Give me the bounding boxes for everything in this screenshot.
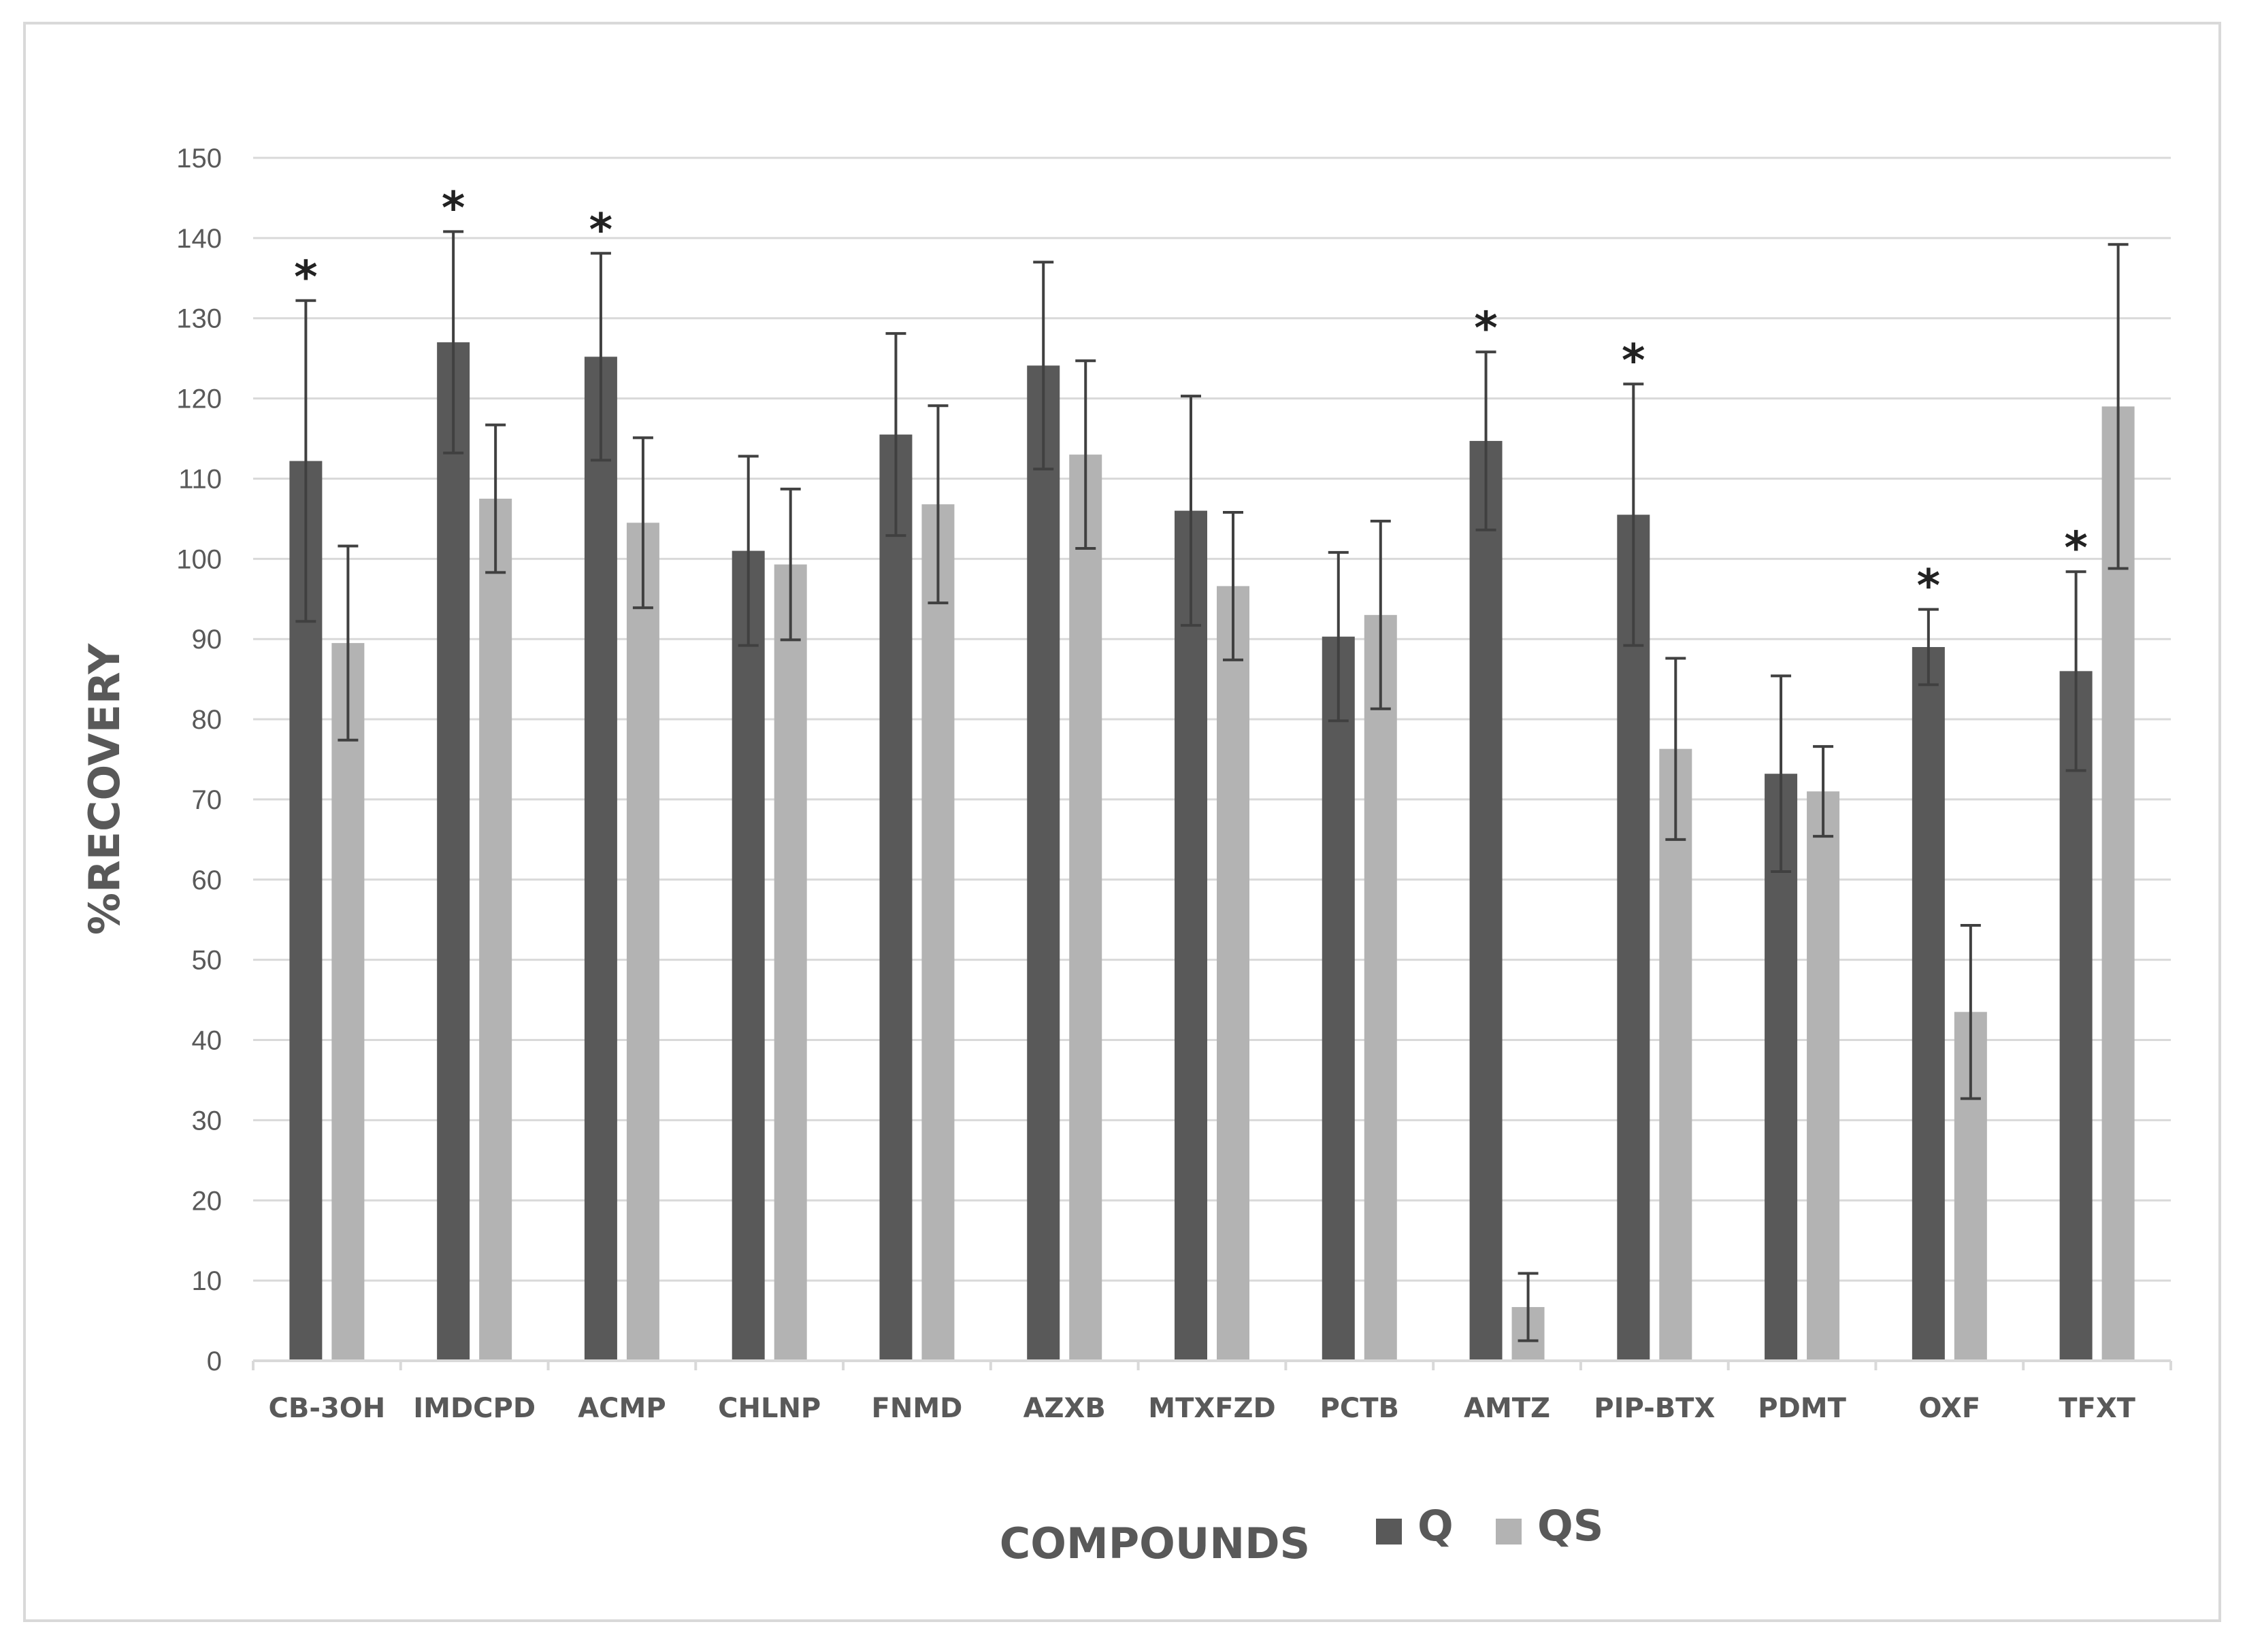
bar-q-oxf xyxy=(1912,646,1945,1361)
y-tick-label: 80 xyxy=(192,705,223,735)
y-tick-label: 100 xyxy=(176,544,222,574)
bar-qs-pdmt xyxy=(1807,791,1840,1361)
error-bar-q-oxf xyxy=(1918,608,1939,687)
y-tick-label: 50 xyxy=(192,946,223,976)
bar-q-chlnp xyxy=(732,550,765,1361)
error-bars xyxy=(295,230,2129,1342)
x-category-label: CB-3OH xyxy=(269,1393,386,1424)
y-tick-label: 0 xyxy=(207,1347,222,1376)
significance-marker: * xyxy=(1474,302,1498,354)
error-bar-qs-pip-btx xyxy=(1665,657,1686,841)
x-category-label: AZXB xyxy=(1023,1393,1106,1424)
significance-marker: * xyxy=(589,203,613,256)
error-bar-q-pctb xyxy=(1328,550,1349,723)
significance-marker: * xyxy=(294,251,318,303)
bar-qs-fnmd xyxy=(921,504,955,1361)
error-bar-q-azxb xyxy=(1033,261,1054,471)
legend-label-qs: QS xyxy=(1537,1501,1603,1551)
x-category-label: PDMT xyxy=(1758,1393,1846,1424)
bar-qs-acmp xyxy=(626,523,659,1361)
bar-qs-chlnp xyxy=(774,564,807,1361)
x-category-label: OXF xyxy=(1918,1393,1980,1424)
x-category-label: MTXFZD xyxy=(1148,1393,1275,1424)
x-category-label: IMDCPD xyxy=(413,1393,536,1424)
x-axis-title: COMPOUNDS xyxy=(1000,1519,1310,1568)
chart-frame xyxy=(23,22,2221,1622)
significance-marker: * xyxy=(442,182,465,234)
error-bar-q-fnmd xyxy=(885,332,906,538)
error-bar-qs-pctb xyxy=(1370,519,1391,710)
y-tick-label: 40 xyxy=(192,1026,223,1056)
bar-q-amtz xyxy=(1469,441,1503,1361)
legend: Q QS xyxy=(1376,1501,1603,1551)
error-bar-qs-acmp xyxy=(632,436,653,610)
bar-qs-cb-3oh xyxy=(331,643,365,1361)
error-bar-qs-chlnp xyxy=(780,487,801,642)
error-bar-qs-oxf xyxy=(1960,923,1981,1100)
error-bar-qs-mtxfzd xyxy=(1223,510,1243,661)
bar-q-pip-btx xyxy=(1617,514,1650,1361)
y-tick-label: 110 xyxy=(178,464,222,494)
error-bar-q-chlnp xyxy=(738,455,759,647)
bar-q-fnmd xyxy=(879,434,913,1361)
y-tick-label: 70 xyxy=(192,785,223,815)
error-bar-q-mtxfzd xyxy=(1181,395,1201,627)
y-tick-label: 120 xyxy=(176,384,222,414)
x-category-label: ACMP xyxy=(578,1393,666,1424)
x-axis xyxy=(252,1359,2172,1370)
y-tick-label: 60 xyxy=(192,865,223,895)
error-bar-q-tfxt xyxy=(2065,570,2086,772)
error-bar-qs-cb-3oh xyxy=(338,544,359,742)
error-bar-q-pip-btx xyxy=(1623,382,1644,647)
bar-q-mtxfzd xyxy=(1175,510,1207,1361)
y-tick-label: 90 xyxy=(192,625,223,655)
gridlines xyxy=(253,156,2171,1282)
bar-q-tfxt xyxy=(2059,671,2093,1361)
error-bar-q-acmp xyxy=(590,252,611,462)
x-category-label: CHLNP xyxy=(718,1393,821,1424)
y-tick-label: 130 xyxy=(176,304,222,334)
legend-swatch-qs xyxy=(1496,1519,1522,1544)
x-category-label: PIP-BTX xyxy=(1594,1393,1715,1424)
x-axis-categories: CB-3OH IMDCPD ACMP CHLNP FNMD AZXB MTXFZD PCTB A… xyxy=(269,1393,2136,1424)
legend-swatch-q xyxy=(1376,1519,1402,1544)
error-bar-qs-amtz xyxy=(1518,1272,1539,1342)
error-bar-qs-pdmt xyxy=(1813,745,1834,838)
bar-qs-mtxfzd xyxy=(1217,586,1249,1361)
error-bar-qs-azxb xyxy=(1075,359,1096,550)
legend-label-q: Q xyxy=(1418,1501,1454,1551)
y-tick-label: 150 xyxy=(176,144,222,174)
significance-marker: * xyxy=(2064,522,2088,574)
error-bar-qs-imdcpd xyxy=(485,423,506,574)
bar-q-acmp xyxy=(584,357,617,1361)
y-tick-label: 140 xyxy=(176,224,222,254)
bar-q-imdcpd xyxy=(437,342,470,1361)
x-category-label: TFXT xyxy=(2059,1393,2135,1424)
y-tick-label: 10 xyxy=(192,1266,223,1296)
significance-marker: * xyxy=(1622,334,1645,386)
y-axis-title: %RECOVERY xyxy=(80,643,129,935)
error-bar-q-pdmt xyxy=(1771,674,1792,874)
significance-marker: * xyxy=(1917,560,1941,612)
error-bar-q-cb-3oh xyxy=(295,299,316,623)
error-bar-qs-fnmd xyxy=(928,404,949,605)
bar-qs-pip-btx xyxy=(1659,748,1692,1361)
bar-q-pctb xyxy=(1322,636,1355,1361)
y-tick-label: 20 xyxy=(192,1186,223,1216)
bar-qs-pctb xyxy=(1364,614,1397,1361)
x-category-label: PCTB xyxy=(1320,1393,1399,1424)
y-tick-label: 30 xyxy=(192,1106,223,1136)
significance-markers: * * * * * * * xyxy=(294,182,2088,612)
bars xyxy=(289,342,2135,1361)
x-category-label: AMTZ xyxy=(1464,1393,1550,1424)
error-bar-qs-tfxt xyxy=(2108,243,2129,570)
y-axis-ticks: 0 10 20 30 40 50 60 70 80 90 100 110 120 130 140 150 xyxy=(176,144,222,1376)
x-category-label: FNMD xyxy=(872,1393,963,1424)
error-bar-q-imdcpd xyxy=(443,230,464,455)
bar-qs-imdcpd xyxy=(479,498,512,1361)
bar-q-azxb xyxy=(1027,365,1060,1361)
error-bar-q-amtz xyxy=(1475,350,1496,531)
bar-qs-azxb xyxy=(1069,455,1102,1361)
